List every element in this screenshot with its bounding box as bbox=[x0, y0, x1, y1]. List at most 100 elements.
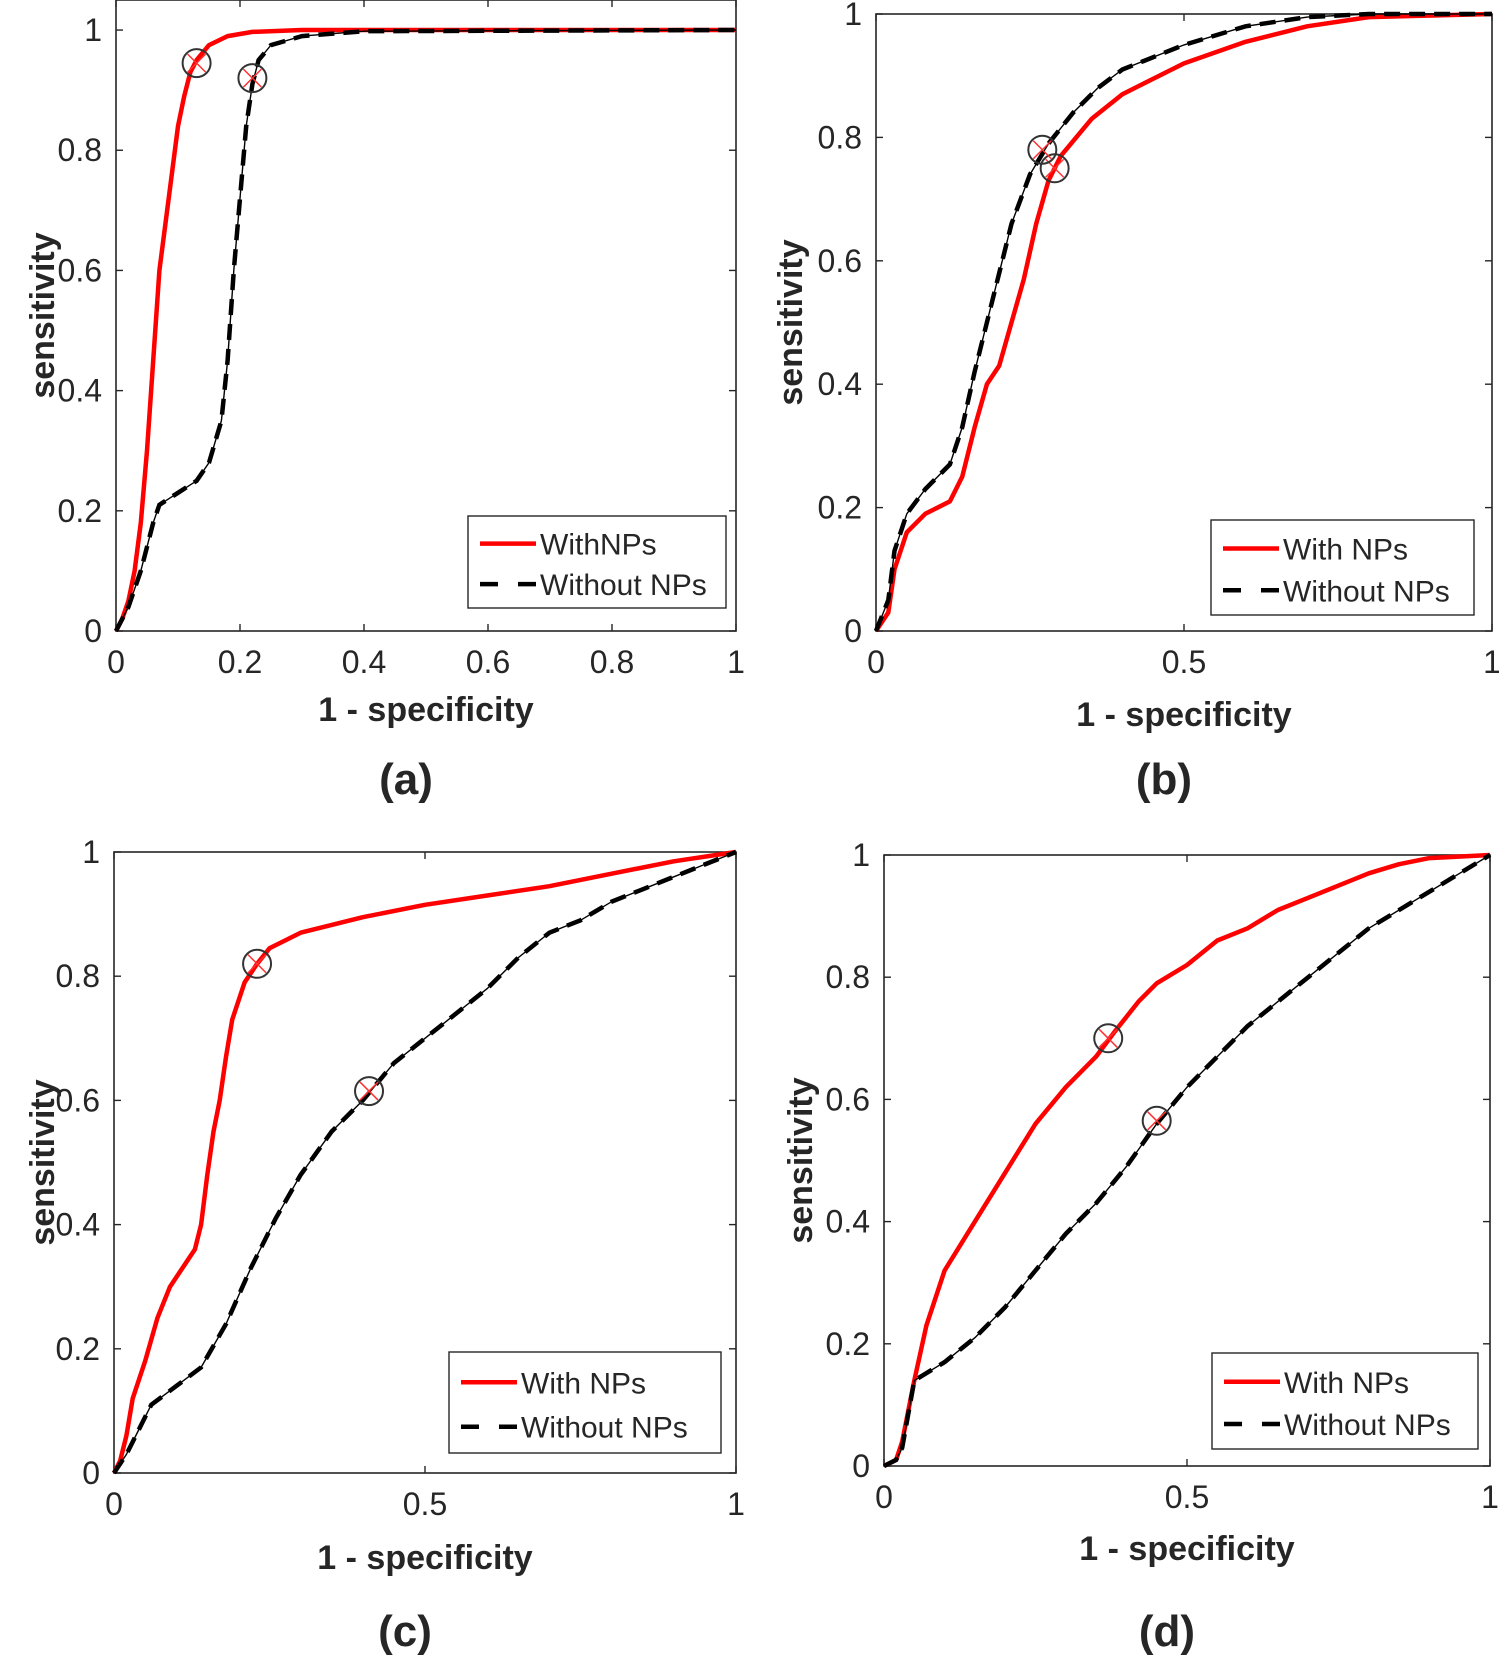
marker-cross bbox=[1032, 140, 1052, 160]
legend-box bbox=[448, 1351, 722, 1454]
series-line-1 bbox=[882, 852, 1491, 1469]
x-tick-label: 0.4 bbox=[342, 644, 386, 680]
x-tick-label: 1 bbox=[727, 1486, 745, 1522]
x-tick-label: 0.5 bbox=[1162, 644, 1206, 680]
y-tick-label: 0.4 bbox=[56, 1207, 100, 1243]
y-tick-label: 0 bbox=[852, 1448, 870, 1484]
legend: With NPs Without NPs bbox=[1211, 1352, 1479, 1450]
y-tick-label: 1 bbox=[852, 837, 870, 873]
legend-label-2: Without NPs bbox=[540, 569, 707, 602]
x-tick-label: 1 bbox=[1483, 644, 1499, 680]
legend-label-1: With NPs bbox=[1283, 534, 1408, 567]
x-tick-label: 0.2 bbox=[218, 644, 262, 680]
legend-box bbox=[1210, 519, 1475, 616]
legend-label-1: With NPs bbox=[1284, 1367, 1409, 1400]
panel-caption: (d) bbox=[1139, 1607, 1195, 1656]
x-tick-label: 0.5 bbox=[403, 1486, 447, 1522]
y-tick-label: 0.2 bbox=[826, 1326, 870, 1362]
x-tick-label: 0.5 bbox=[1165, 1479, 1209, 1515]
marker-circle bbox=[354, 1076, 385, 1107]
y-tick-label: 0 bbox=[82, 1455, 100, 1491]
x-tick-label: 0 bbox=[107, 644, 125, 680]
operating-point-marker-2 bbox=[1141, 1105, 1172, 1136]
y-tick-label: 0 bbox=[844, 613, 862, 649]
y-tick-label: 0.8 bbox=[56, 958, 100, 994]
panel-a: 0 0.2 0.4 0.6 0.8 1 0 0.2 0.4 0.6 0.8 1 1 - specific… bbox=[24, 0, 745, 804]
y-tick-label: 1 bbox=[82, 834, 100, 870]
panel-caption: (c) bbox=[378, 1607, 432, 1656]
panel-b: 0 0.5 1 0 0.2 0.4 0.6 0.8 1 1 - specificity sensit… bbox=[772, 0, 1499, 804]
x-tick-label: 0 bbox=[875, 1479, 893, 1515]
y-axis-label: sensitivity bbox=[24, 232, 62, 398]
operating-point-marker-1 bbox=[242, 948, 273, 979]
operating-point-marker-2 bbox=[354, 1076, 385, 1107]
series-line-2 bbox=[873, 11, 1492, 632]
operating-point-marker-1 bbox=[1093, 1023, 1124, 1054]
panel-c: 0 0.5 1 0 0.2 0.4 0.6 0.8 1 1 - specificity sensit… bbox=[24, 834, 745, 1656]
legend-label-2: Without NPs bbox=[1283, 575, 1450, 608]
y-tick-label: 0.2 bbox=[818, 490, 862, 526]
series-line-1 bbox=[874, 11, 1493, 633]
y-axis-label: sensitivity bbox=[24, 1079, 62, 1245]
legend: WithNPs Without NPs bbox=[467, 515, 727, 609]
y-tick-label: 0 bbox=[84, 613, 102, 649]
y-tick-label: 0.2 bbox=[56, 1331, 100, 1367]
marker-cross bbox=[1045, 158, 1065, 178]
operating-point-marker-2 bbox=[1027, 134, 1058, 165]
y-tick-label: 0.6 bbox=[56, 1082, 100, 1118]
x-tick-label: 1 bbox=[1481, 1479, 1499, 1515]
x-axis-label: 1 - specificity bbox=[1076, 696, 1292, 734]
legend: With NPs Without NPs bbox=[448, 1351, 722, 1454]
marker-cross bbox=[247, 954, 267, 974]
y-tick-label: 0.8 bbox=[818, 119, 862, 155]
marker-cross bbox=[187, 53, 207, 73]
panel-caption: (b) bbox=[1136, 755, 1192, 804]
marker-cross bbox=[1098, 1028, 1118, 1048]
y-axis-label: sensitivity bbox=[772, 239, 810, 405]
y-tick-label: 0.8 bbox=[826, 959, 870, 995]
marker-cross bbox=[359, 1081, 379, 1101]
marker-circle bbox=[242, 948, 273, 979]
operating-point-marker-2 bbox=[237, 63, 268, 94]
series-line-1 bbox=[114, 27, 736, 633]
x-tick-label: 1 bbox=[727, 644, 745, 680]
marker-circle bbox=[181, 48, 212, 79]
x-axis-label: 1 - specificity bbox=[317, 1539, 533, 1577]
legend-label-2: Without NPs bbox=[521, 1412, 688, 1445]
y-tick-label: 0.4 bbox=[58, 373, 102, 409]
y-tick-label: 0.8 bbox=[58, 132, 102, 168]
y-tick-label: 1 bbox=[844, 0, 862, 32]
series-line-1 bbox=[111, 849, 737, 1475]
x-axis-label: 1 - specificity bbox=[318, 691, 534, 729]
y-tick-label: 0.4 bbox=[818, 366, 862, 402]
marker-circle bbox=[237, 63, 268, 94]
legend-box bbox=[467, 515, 727, 609]
y-tick-label: 0.6 bbox=[826, 1081, 870, 1117]
legend: With NPs Without NPs bbox=[1210, 519, 1475, 616]
y-tick-label: 0.4 bbox=[826, 1204, 870, 1240]
operating-point-marker-1 bbox=[181, 48, 212, 79]
x-tick-label: 0.6 bbox=[466, 644, 510, 680]
y-tick-label: 0.6 bbox=[58, 252, 102, 288]
y-tick-label: 0.2 bbox=[58, 493, 102, 529]
marker-cross bbox=[1147, 1111, 1167, 1131]
legend-box bbox=[1211, 1352, 1479, 1450]
x-tick-label: 0 bbox=[105, 1486, 123, 1522]
panel-caption: (a) bbox=[379, 755, 433, 804]
y-tick-label: 1 bbox=[84, 12, 102, 48]
y-axis-label: sensitivity bbox=[782, 1077, 820, 1243]
x-tick-label: 0.8 bbox=[590, 644, 634, 680]
marker-cross bbox=[242, 68, 262, 88]
marker-circle bbox=[1093, 1023, 1124, 1054]
series-line-thin-2 bbox=[115, 29, 737, 632]
x-tick-label: 0 bbox=[867, 644, 885, 680]
panel-d: 0 0.5 1 0 0.2 0.4 0.6 0.8 1 1 - specificity sensit… bbox=[782, 837, 1499, 1656]
legend-label-1: With NPs bbox=[521, 1367, 646, 1400]
legend-label-1: WithNPs bbox=[540, 529, 657, 562]
marker-circle bbox=[1027, 134, 1058, 165]
series-line-2 bbox=[882, 853, 1492, 1469]
legend-label-2: Without NPs bbox=[1284, 1409, 1451, 1442]
x-axis-label: 1 - specificity bbox=[1079, 1530, 1295, 1568]
y-tick-label: 0.6 bbox=[818, 243, 862, 279]
